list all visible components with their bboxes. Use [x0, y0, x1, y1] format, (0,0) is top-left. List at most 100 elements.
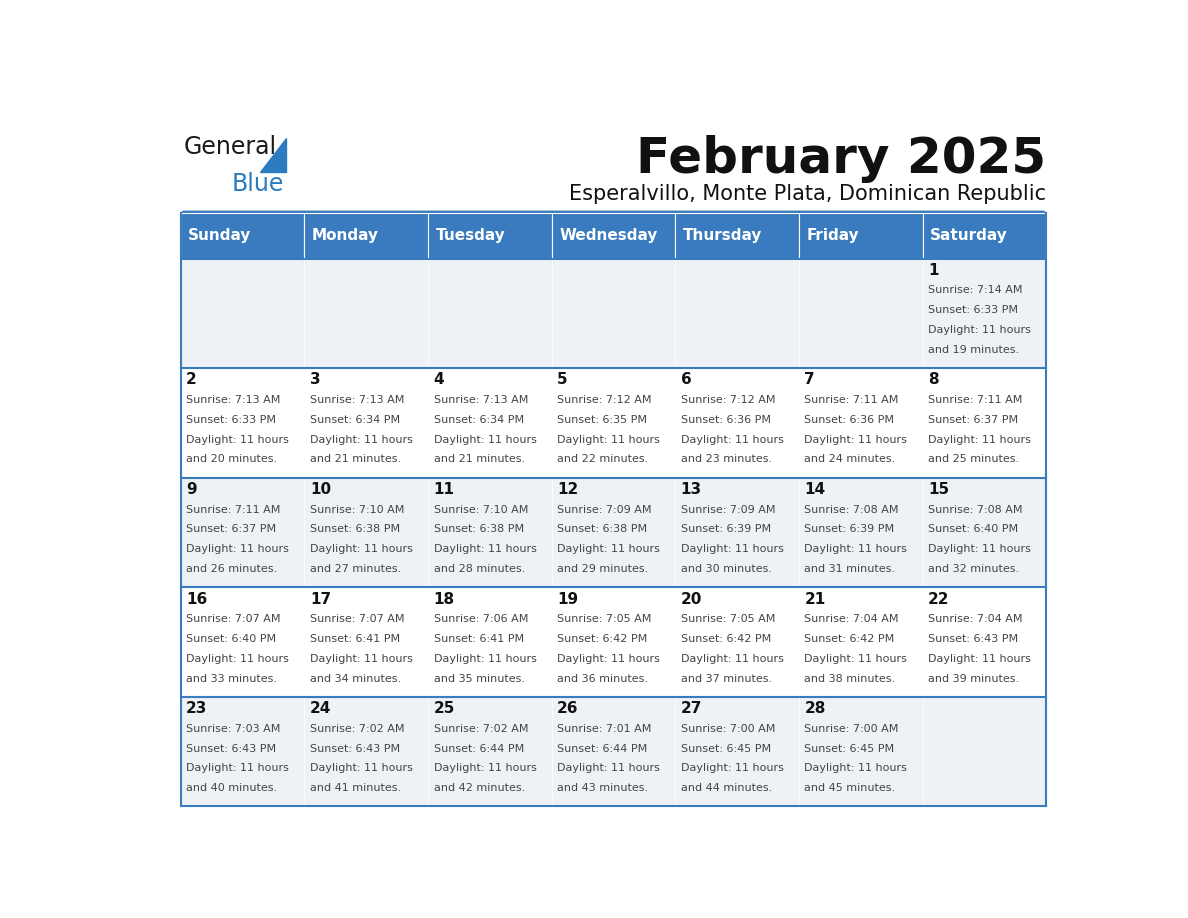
- Text: Sunrise: 7:00 AM: Sunrise: 7:00 AM: [804, 723, 899, 733]
- Text: Friday: Friday: [807, 229, 859, 243]
- Text: Sunrise: 7:05 AM: Sunrise: 7:05 AM: [681, 614, 776, 624]
- Text: and 41 minutes.: and 41 minutes.: [310, 783, 402, 793]
- Text: and 31 minutes.: and 31 minutes.: [804, 564, 896, 574]
- Text: and 36 minutes.: and 36 minutes.: [557, 674, 649, 684]
- Text: and 26 minutes.: and 26 minutes.: [187, 564, 277, 574]
- Bar: [428, 697, 551, 806]
- Bar: [304, 588, 428, 697]
- Bar: [551, 368, 675, 477]
- Text: and 21 minutes.: and 21 minutes.: [434, 454, 525, 465]
- Text: Blue: Blue: [232, 172, 284, 196]
- Text: Sunset: 6:40 PM: Sunset: 6:40 PM: [187, 634, 277, 644]
- Bar: [675, 697, 798, 806]
- Text: Daylight: 11 hours: Daylight: 11 hours: [557, 654, 661, 664]
- Text: and 24 minutes.: and 24 minutes.: [804, 454, 896, 465]
- Bar: [304, 697, 428, 806]
- Text: 21: 21: [804, 591, 826, 607]
- Text: 24: 24: [310, 701, 331, 716]
- Text: 22: 22: [928, 591, 949, 607]
- Text: 8: 8: [928, 373, 939, 387]
- Bar: [798, 368, 923, 477]
- Bar: [181, 697, 304, 806]
- Text: Sunrise: 7:06 AM: Sunrise: 7:06 AM: [434, 614, 527, 624]
- Text: Sunrise: 7:04 AM: Sunrise: 7:04 AM: [804, 614, 899, 624]
- Text: 26: 26: [557, 701, 579, 716]
- Text: Sunset: 6:36 PM: Sunset: 6:36 PM: [804, 415, 895, 425]
- Text: Sunset: 6:40 PM: Sunset: 6:40 PM: [928, 524, 1018, 534]
- Text: Sunset: 6:45 PM: Sunset: 6:45 PM: [804, 744, 895, 754]
- Text: 4: 4: [434, 373, 444, 387]
- Bar: [923, 477, 1047, 588]
- Text: 13: 13: [681, 482, 702, 497]
- Bar: [181, 368, 304, 477]
- Text: Sunset: 6:39 PM: Sunset: 6:39 PM: [804, 524, 895, 534]
- Bar: [798, 588, 923, 697]
- Text: and 43 minutes.: and 43 minutes.: [557, 783, 649, 793]
- Bar: [675, 213, 798, 259]
- Bar: [551, 259, 675, 368]
- Text: Sunrise: 7:11 AM: Sunrise: 7:11 AM: [804, 395, 899, 405]
- Text: Sunset: 6:43 PM: Sunset: 6:43 PM: [187, 744, 277, 754]
- Text: Daylight: 11 hours: Daylight: 11 hours: [681, 544, 784, 554]
- Text: Daylight: 11 hours: Daylight: 11 hours: [681, 763, 784, 773]
- Text: and 39 minutes.: and 39 minutes.: [928, 674, 1019, 684]
- Bar: [551, 213, 675, 259]
- Bar: [923, 588, 1047, 697]
- Text: Daylight: 11 hours: Daylight: 11 hours: [804, 654, 908, 664]
- Bar: [304, 213, 428, 259]
- Text: and 29 minutes.: and 29 minutes.: [557, 564, 649, 574]
- Text: 2: 2: [187, 373, 197, 387]
- Text: Sunrise: 7:10 AM: Sunrise: 7:10 AM: [310, 505, 404, 515]
- Text: 5: 5: [557, 373, 568, 387]
- Text: Daylight: 11 hours: Daylight: 11 hours: [434, 544, 537, 554]
- Text: Daylight: 11 hours: Daylight: 11 hours: [557, 544, 661, 554]
- Text: 1: 1: [928, 263, 939, 278]
- Text: Sunset: 6:38 PM: Sunset: 6:38 PM: [557, 524, 647, 534]
- Text: Daylight: 11 hours: Daylight: 11 hours: [928, 325, 1031, 335]
- Text: Sunrise: 7:11 AM: Sunrise: 7:11 AM: [928, 395, 1023, 405]
- Text: Daylight: 11 hours: Daylight: 11 hours: [310, 654, 412, 664]
- Text: 19: 19: [557, 591, 579, 607]
- Text: Sunrise: 7:04 AM: Sunrise: 7:04 AM: [928, 614, 1023, 624]
- Text: Sunrise: 7:08 AM: Sunrise: 7:08 AM: [804, 505, 899, 515]
- Text: 25: 25: [434, 701, 455, 716]
- Text: Sunrise: 7:01 AM: Sunrise: 7:01 AM: [557, 723, 651, 733]
- Text: Sunset: 6:33 PM: Sunset: 6:33 PM: [928, 306, 1018, 315]
- Bar: [181, 588, 304, 697]
- Bar: [181, 477, 304, 588]
- Text: Sunset: 6:42 PM: Sunset: 6:42 PM: [557, 634, 647, 644]
- Text: and 37 minutes.: and 37 minutes.: [681, 674, 772, 684]
- Text: Daylight: 11 hours: Daylight: 11 hours: [187, 763, 289, 773]
- Text: Saturday: Saturday: [930, 229, 1007, 243]
- Text: Daylight: 11 hours: Daylight: 11 hours: [804, 763, 908, 773]
- Text: 18: 18: [434, 591, 455, 607]
- Text: Sunset: 6:38 PM: Sunset: 6:38 PM: [310, 524, 400, 534]
- Bar: [551, 697, 675, 806]
- Text: Daylight: 11 hours: Daylight: 11 hours: [187, 434, 289, 444]
- Bar: [304, 259, 428, 368]
- Text: and 23 minutes.: and 23 minutes.: [681, 454, 772, 465]
- Bar: [923, 213, 1047, 259]
- Text: February 2025: February 2025: [636, 135, 1047, 183]
- Bar: [428, 588, 551, 697]
- Text: 27: 27: [681, 701, 702, 716]
- Text: Thursday: Thursday: [683, 229, 762, 243]
- Text: Sunset: 6:34 PM: Sunset: 6:34 PM: [434, 415, 524, 425]
- Text: 11: 11: [434, 482, 455, 497]
- Bar: [551, 588, 675, 697]
- Text: Daylight: 11 hours: Daylight: 11 hours: [557, 434, 661, 444]
- Text: 16: 16: [187, 591, 208, 607]
- Bar: [675, 368, 798, 477]
- Text: Monday: Monday: [311, 229, 379, 243]
- Text: Sunrise: 7:11 AM: Sunrise: 7:11 AM: [187, 505, 280, 515]
- Text: Sunset: 6:41 PM: Sunset: 6:41 PM: [310, 634, 400, 644]
- Text: Sunrise: 7:02 AM: Sunrise: 7:02 AM: [434, 723, 527, 733]
- Text: 7: 7: [804, 373, 815, 387]
- Text: Daylight: 11 hours: Daylight: 11 hours: [310, 544, 412, 554]
- Text: and 38 minutes.: and 38 minutes.: [804, 674, 896, 684]
- Bar: [181, 259, 304, 368]
- Text: 9: 9: [187, 482, 197, 497]
- Text: and 40 minutes.: and 40 minutes.: [187, 783, 277, 793]
- Text: 14: 14: [804, 482, 826, 497]
- Bar: [923, 368, 1047, 477]
